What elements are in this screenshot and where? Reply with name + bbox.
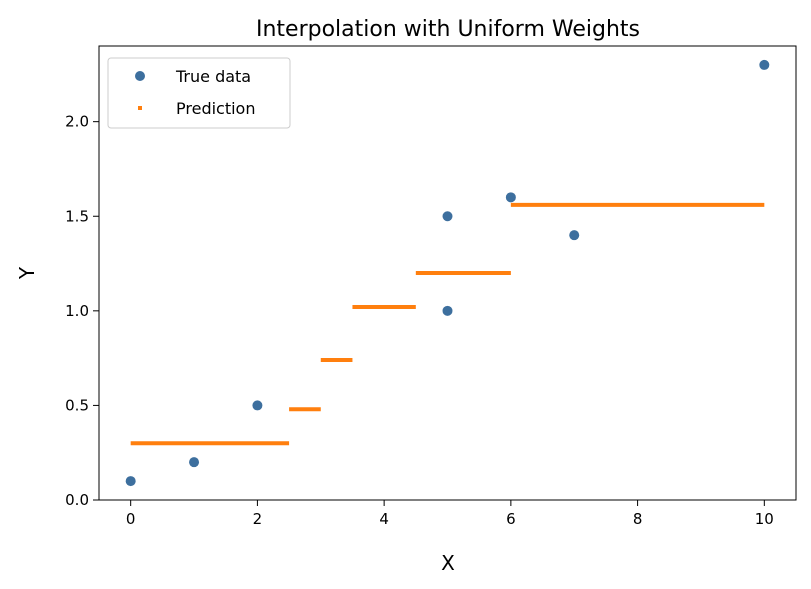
legend-marker-true-data [135, 71, 145, 81]
x-tick-label: 4 [379, 510, 389, 528]
true-data-point [505, 192, 516, 203]
y-tick-label: 2.0 [65, 113, 89, 131]
plot-area [125, 59, 770, 487]
true-data-point [125, 476, 136, 487]
legend-label: True data [175, 67, 251, 86]
x-tick-label: 2 [253, 510, 263, 528]
true-data-point [759, 59, 770, 70]
legend-box [107, 57, 291, 129]
y-tick-label: 0.0 [65, 491, 89, 509]
y-tick-label: 0.5 [65, 396, 89, 414]
x-tick-label: 0 [126, 510, 136, 528]
legend-label: Prediction [176, 99, 255, 118]
y-tick-label: 1.5 [65, 207, 89, 225]
x-axis: 0 2 4 6 8 10 [126, 500, 774, 528]
x-axis-label: X [441, 551, 455, 575]
true-data-point [189, 457, 200, 468]
true-data-point [252, 400, 263, 411]
axes-frame [98, 45, 797, 501]
x-tick-label: 8 [633, 510, 643, 528]
true-data-point [569, 230, 580, 241]
y-tick-label: 1.0 [65, 302, 89, 320]
legend-marker-prediction [138, 106, 142, 110]
true-data-point [442, 211, 453, 222]
x-tick-label: 10 [755, 510, 774, 528]
chart-title: Interpolation with Uniform Weights [256, 17, 640, 42]
true-data-point [442, 305, 453, 316]
legend: True data Prediction [107, 57, 291, 129]
y-axis-label: Y [15, 266, 39, 280]
x-tick-label: 6 [506, 510, 516, 528]
y-axis: 0.0 0.5 1.0 1.5 2.0 [65, 113, 99, 509]
